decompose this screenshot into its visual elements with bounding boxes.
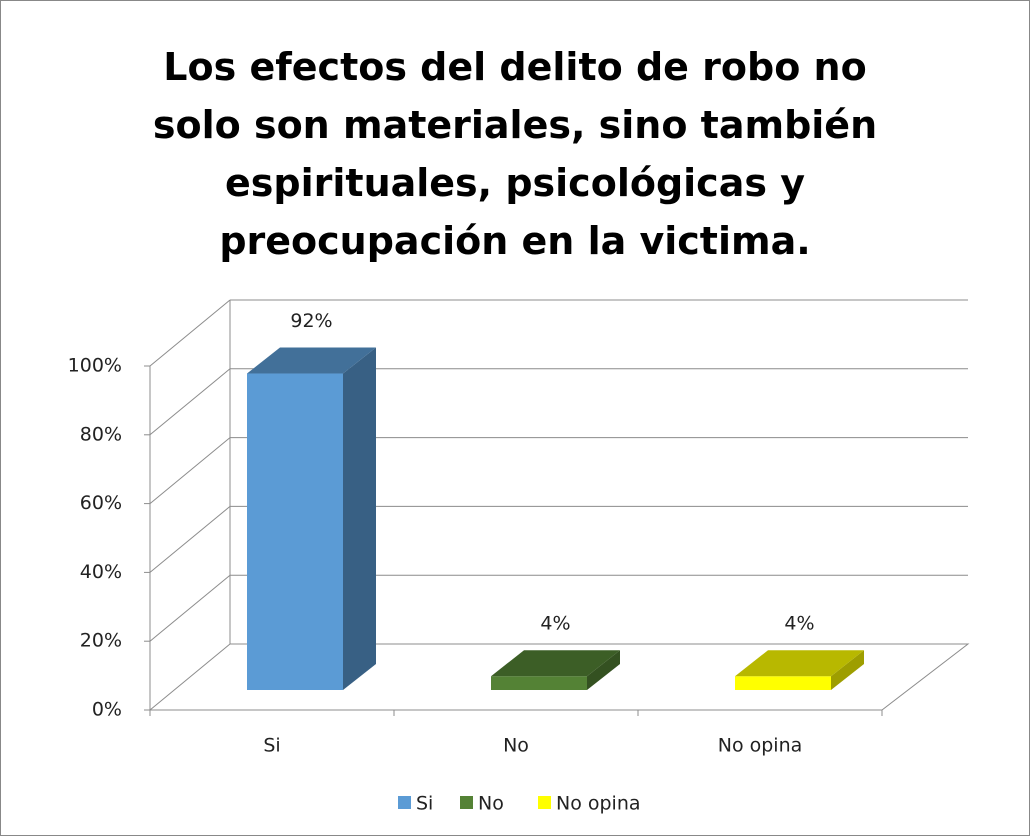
legend-swatch [398,796,411,809]
grid-line [149,299,231,367]
floor [150,643,970,711]
y-tick-label: 60% [80,492,122,514]
chart-title: Los efectos del delito de robo no solo s… [152,45,878,263]
data-label: 4% [540,613,570,635]
grid-line [149,643,231,711]
bar [491,676,587,690]
y-tick-label: 0% [92,699,122,721]
y-tick-label: 40% [80,561,122,583]
y-tick-label: 20% [80,630,122,652]
bar-side [587,650,620,690]
bar-top [247,347,376,374]
x-tick-label: No opina [718,735,803,757]
grid-line [149,437,231,504]
legend-label: No opina [556,793,641,815]
legend-swatch [538,796,551,809]
legend-swatch [460,796,473,809]
x-tick-label: Si [263,735,280,757]
grid-line [149,574,231,642]
bar [247,373,343,690]
bar-side [831,650,864,690]
x-tick-label: No [503,735,529,757]
data-label: 92% [290,310,332,332]
bar [735,676,831,690]
y-tick-label: 80% [80,423,122,445]
y-tick-label: 100% [68,355,122,377]
bar-top [491,650,620,677]
legend-label: No [478,793,504,815]
bar-side [343,347,376,690]
grid-line [149,368,231,436]
grid-line [149,506,231,573]
data-label: 4% [784,613,814,635]
bar-top [735,650,864,677]
legend-label: Si [416,793,433,815]
